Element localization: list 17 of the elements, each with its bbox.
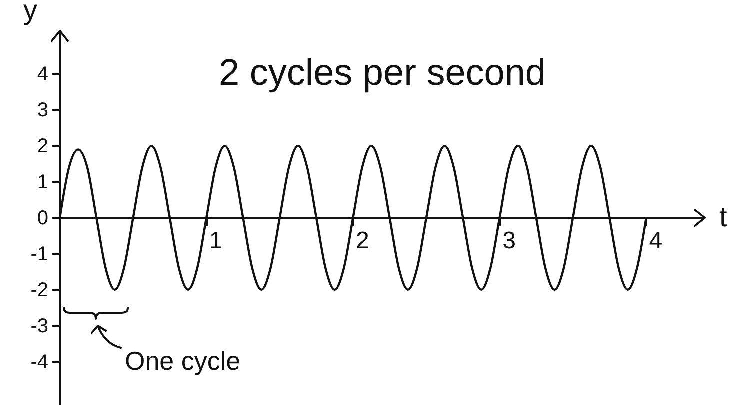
x-tick-label: 1 <box>209 228 223 254</box>
y-tick-label: -2 <box>30 279 48 302</box>
y-axis-title: y <box>24 0 38 26</box>
y-tick-label: 2 <box>37 136 48 158</box>
text: 2 cycles per second <box>218 52 546 93</box>
x-tick-label: 2 <box>356 228 370 254</box>
x-tick-label: 3 <box>502 228 516 254</box>
y-tick-label: 3 <box>37 100 48 122</box>
x-axis-title: t <box>720 202 728 232</box>
y-tick-label: -1 <box>30 243 48 266</box>
y-tick-label: 0 <box>37 208 48 230</box>
annotation: One cycle <box>125 346 241 376</box>
x-tick-label: 4 <box>649 228 663 254</box>
y-tick-label: -4 <box>30 351 48 374</box>
y-tick-label: -3 <box>30 315 48 338</box>
y-tick-label: 4 <box>37 64 48 86</box>
y-tick-label: 1 <box>37 172 48 194</box>
